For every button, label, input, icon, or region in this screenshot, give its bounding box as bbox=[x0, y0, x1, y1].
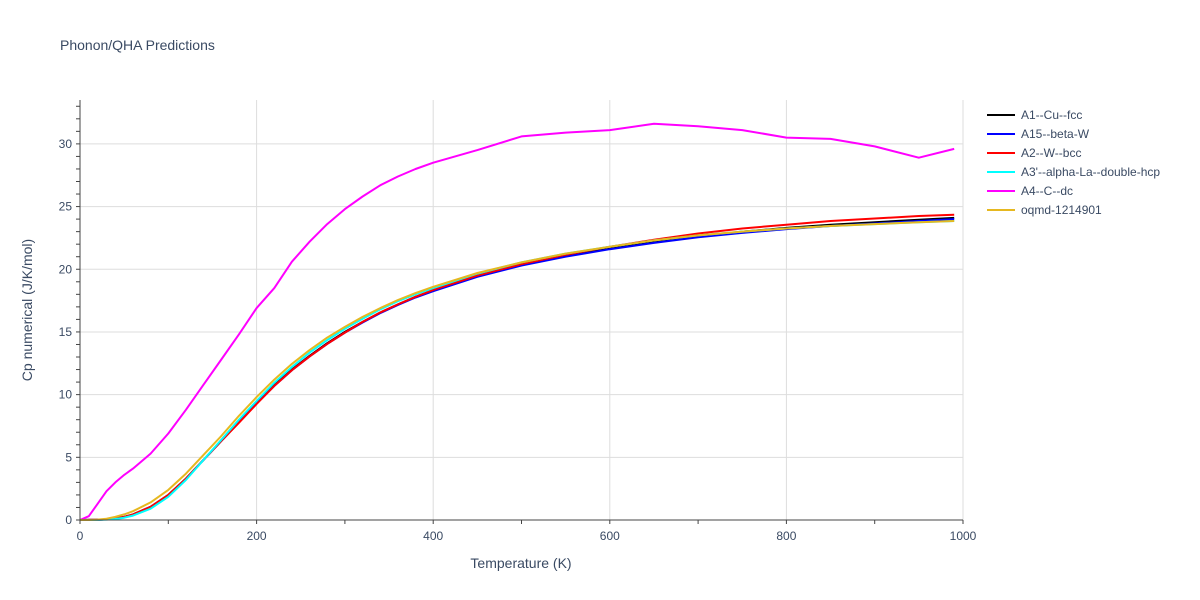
legend-label[interactable]: A3'--alpha-La--double-hcp bbox=[1021, 165, 1160, 179]
x-tick-label: 600 bbox=[600, 529, 620, 543]
x-tick-label: 400 bbox=[423, 529, 443, 543]
series-line-4 bbox=[79, 122, 955, 521]
x-tick-label: 0 bbox=[77, 529, 84, 543]
legend: A1--Cu--fcc A15--beta-W A2--W--bcc A3'--alp… bbox=[987, 108, 1160, 217]
y-tick-label: 30 bbox=[59, 137, 73, 151]
legend-label[interactable]: A1--Cu--fcc bbox=[1021, 108, 1082, 122]
y-tick-label: 10 bbox=[59, 388, 73, 402]
legend-label[interactable]: A4--C--dc bbox=[1021, 184, 1073, 198]
y-tick-label: 25 bbox=[59, 200, 73, 214]
y-tick-label: 0 bbox=[65, 513, 72, 527]
grid-lines bbox=[80, 100, 964, 520]
tick-labels: 0 200 400 600 800 1000 0 5 10 15 20 25 30 bbox=[59, 137, 977, 543]
plot-area bbox=[79, 122, 955, 521]
legend-label[interactable]: oqmd-1214901 bbox=[1021, 203, 1102, 217]
x-tick-label: 800 bbox=[776, 529, 796, 543]
y-tick-label: 5 bbox=[65, 450, 72, 464]
x-axis-title: Temperature (K) bbox=[470, 555, 571, 571]
legend-label[interactable]: A2--W--bcc bbox=[1021, 146, 1081, 160]
y-tick-label: 15 bbox=[59, 325, 73, 339]
x-tick-label: 1000 bbox=[950, 529, 977, 543]
x-tick-label: 200 bbox=[247, 529, 267, 543]
chart-title: Phonon/QHA Predictions bbox=[60, 37, 215, 53]
legend-label[interactable]: A15--beta-W bbox=[1021, 127, 1090, 141]
y-tick-label: 20 bbox=[59, 262, 73, 276]
series-line-2 bbox=[79, 213, 955, 521]
axes bbox=[76, 100, 964, 524]
y-axis-title: Cp numerical (J/K/mol) bbox=[19, 239, 35, 381]
series-line-5 bbox=[80, 220, 955, 521]
